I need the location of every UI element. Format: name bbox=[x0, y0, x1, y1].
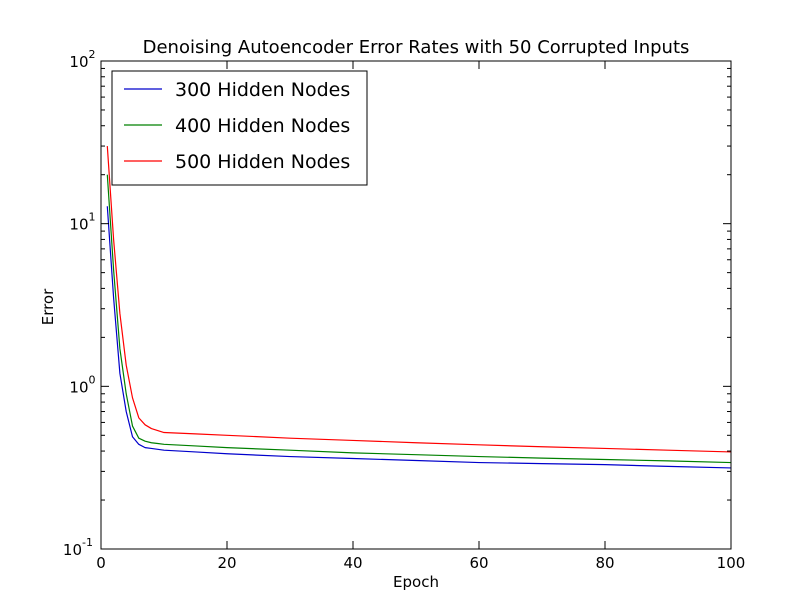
y-axis-label: Error bbox=[39, 288, 57, 325]
x-tick-label: 80 bbox=[595, 554, 614, 572]
legend: 300 Hidden Nodes 400 Hidden Nodes 500 Hidd… bbox=[111, 70, 368, 186]
legend-entry: 400 Hidden Nodes bbox=[175, 115, 350, 137]
y-tick-label-exp: 0 bbox=[89, 373, 96, 386]
x-axis-label: Epoch bbox=[393, 573, 439, 591]
x-tick-label: 0 bbox=[96, 554, 106, 572]
x-tick-label: 60 bbox=[469, 554, 488, 572]
y-tick-label: 10 -1 bbox=[63, 536, 93, 559]
series-line-2 bbox=[106, 174, 731, 464]
y-tick-label: 10 2 bbox=[69, 48, 95, 71]
y-tick-label-base: 10 bbox=[69, 216, 88, 234]
y-tick-label-exp: -1 bbox=[82, 536, 93, 549]
y-tick-label-base: 10 bbox=[69, 378, 88, 396]
y-tick-label-exp: 1 bbox=[89, 211, 96, 224]
x-tick-label: 40 bbox=[343, 554, 362, 572]
legend-entry: 500 Hidden Nodes bbox=[175, 151, 350, 173]
plot-frame bbox=[100, 60, 732, 550]
chart-title: Denoising Autoencoder Error Rates with 5… bbox=[143, 37, 690, 58]
series-line-1 bbox=[106, 206, 731, 469]
x-tick-label: 20 bbox=[217, 554, 236, 572]
series-layer bbox=[106, 146, 731, 469]
legend-frame bbox=[111, 70, 368, 186]
y-tick-label-base: 10 bbox=[69, 53, 88, 71]
series-line-3 bbox=[106, 146, 731, 453]
y-tick-label: 10 1 bbox=[69, 211, 95, 234]
y-tick-label-exp: 2 bbox=[89, 48, 96, 61]
x-tick-label: 100 bbox=[717, 554, 746, 572]
y-tick-label-base: 10 bbox=[63, 541, 82, 559]
legend-entry: 300 Hidden Nodes bbox=[175, 79, 350, 101]
y-tick-label: 10 0 bbox=[69, 373, 95, 396]
